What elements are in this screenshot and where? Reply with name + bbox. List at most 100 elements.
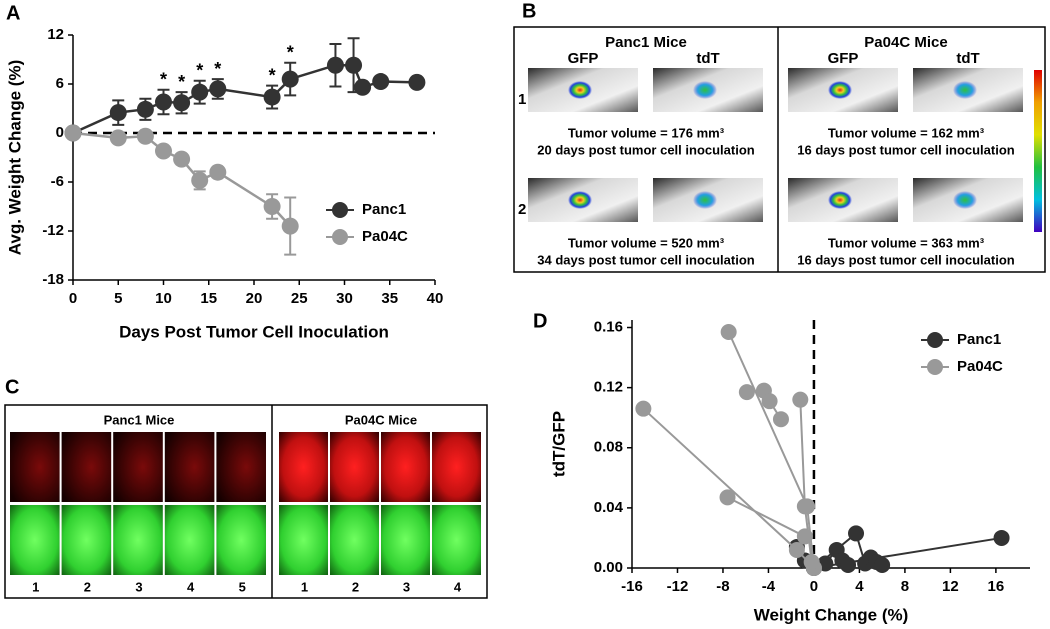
annotation: * (214, 59, 221, 79)
x-tick-label: 5 (114, 290, 122, 307)
x-tick-label: 8 (901, 578, 909, 595)
channel-label: tdT (956, 50, 979, 67)
caption: Tumor volume = 363 mm³ (828, 235, 985, 250)
gfp-image (432, 505, 481, 575)
gfp-image (61, 505, 112, 575)
y-tick-label: 12 (47, 26, 64, 43)
annotation: * (160, 69, 167, 89)
channel-label: GFP (828, 50, 859, 67)
caption: Tumor volume = 176 mm³ (568, 125, 725, 140)
lane-label: 2 (84, 579, 91, 594)
signal (828, 191, 852, 209)
x-axis-title: Weight Change (%) (754, 605, 909, 624)
legend-label: Panc1 (957, 331, 1001, 348)
y-tick-label: -6 (51, 173, 64, 190)
x-tick-label: 10 (155, 290, 172, 307)
y-tick-label: 0.12 (594, 379, 623, 396)
y-tick-label: -12 (42, 222, 64, 239)
data-point (848, 525, 865, 542)
y-tick-label: 0.00 (594, 559, 623, 576)
series-line (72, 131, 292, 227)
group-title: Pa04C Mice (864, 34, 947, 51)
row-index: 2 (518, 201, 526, 218)
y-axis-title: tdT/GFP (549, 411, 568, 477)
data-point (281, 70, 299, 88)
signal (693, 191, 717, 209)
x-tick-label: -4 (762, 578, 776, 595)
signal (953, 191, 977, 209)
data-point (263, 198, 281, 215)
gfp-image (10, 505, 60, 575)
data-point (840, 556, 857, 573)
series-line (72, 63, 417, 135)
tdt-image (381, 432, 430, 502)
channel-label: tdT (696, 50, 719, 67)
track-line (727, 496, 806, 538)
lane-label: 2 (352, 579, 359, 594)
tdt-image (61, 432, 112, 502)
legend-marker (927, 332, 943, 348)
lane-label: 3 (403, 579, 410, 594)
gfp-image (330, 505, 379, 575)
y-tick-label: 0.16 (594, 318, 623, 335)
legend-label: Panc1 (362, 201, 406, 218)
annotation: * (269, 65, 276, 85)
data-point (761, 393, 778, 410)
panel-frame (513, 26, 1046, 273)
channel-label: GFP (568, 50, 599, 67)
data-point (109, 104, 127, 122)
x-tick-label: -12 (667, 578, 689, 595)
x-tick-label: -8 (716, 578, 729, 595)
data-point (326, 56, 344, 74)
data-point (803, 553, 820, 570)
legend-marker (332, 229, 348, 245)
tdt-image (10, 432, 60, 502)
data-point (796, 498, 813, 515)
group-title: Panc1 Mice (104, 412, 175, 427)
lane-label: 4 (187, 579, 195, 594)
caption: Tumor volume = 162 mm³ (828, 125, 985, 140)
x-tick-label: 25 (291, 290, 308, 307)
tdt-image (330, 432, 379, 502)
data-point (64, 124, 82, 142)
legend-label: Pa04C (362, 228, 408, 245)
data-point (635, 400, 652, 417)
x-tick-label: 30 (336, 290, 353, 307)
legend-marker (927, 359, 943, 375)
gfp-image (381, 505, 430, 575)
caption: 34 days post tumor cell inoculation (537, 252, 754, 267)
legend-marker (332, 202, 348, 218)
data-point (109, 129, 127, 147)
gfp-image (216, 505, 266, 575)
data-point (874, 556, 891, 573)
x-tick-label: 35 (381, 290, 398, 307)
lane-label: 5 (239, 579, 246, 594)
gfp-image (164, 505, 215, 575)
data-point (191, 171, 209, 189)
data-point (136, 127, 154, 145)
x-tick-label: 40 (427, 290, 444, 307)
tdt-image (432, 432, 481, 502)
color-bar (1034, 70, 1042, 232)
lane-label: 1 (301, 579, 308, 594)
data-point (173, 94, 191, 112)
tdt-image (164, 432, 215, 502)
signal (953, 81, 977, 99)
x-tick-label: 0 (810, 578, 818, 595)
data-point (993, 529, 1010, 546)
x-tick-label: 0 (69, 290, 77, 307)
x-tick-label: 20 (246, 290, 263, 307)
caption: Tumor volume = 520 mm³ (568, 235, 725, 250)
x-tick-label: 16 (988, 578, 1005, 595)
annotation: * (178, 72, 185, 92)
data-point (155, 93, 172, 111)
tdt-image (216, 432, 266, 502)
panel-frame (4, 404, 488, 599)
x-tick-label: 12 (942, 578, 959, 595)
data-point (263, 88, 281, 106)
data-point (209, 80, 227, 98)
data-point (354, 78, 372, 96)
data-point (209, 163, 227, 181)
lane-label: 1 (32, 579, 39, 594)
tdt-image (279, 432, 328, 502)
